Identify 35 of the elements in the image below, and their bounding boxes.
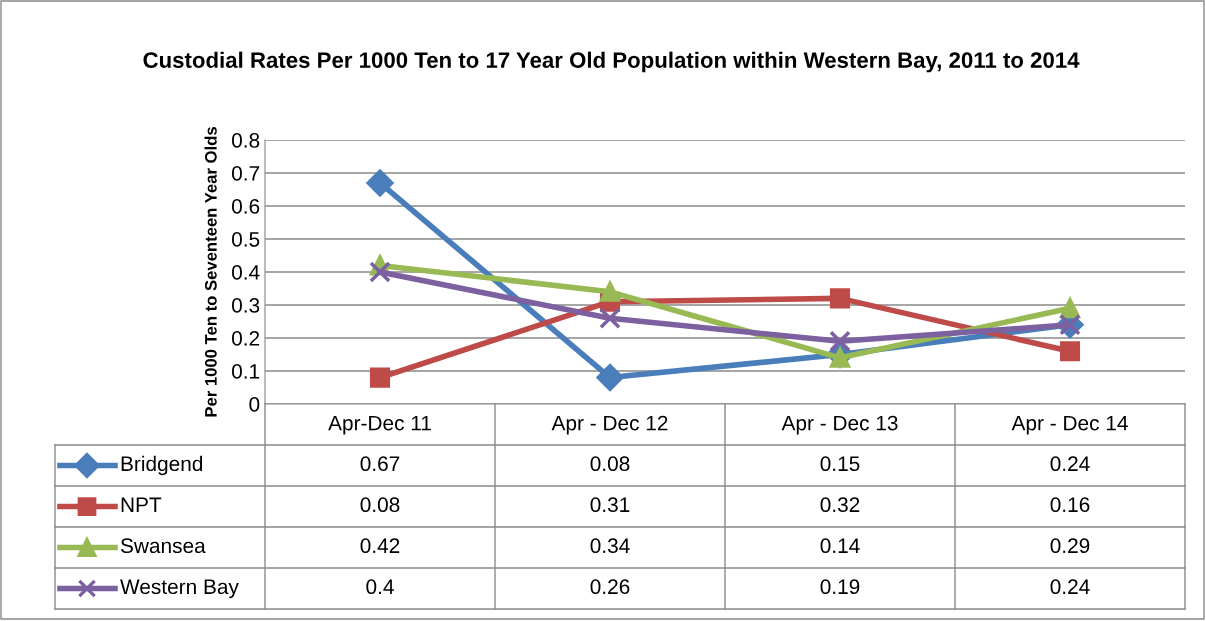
- y-tick-label: 0: [249, 397, 260, 412]
- data-label: 0.31: [590, 497, 630, 513]
- y-tick-label: 0.6: [231, 199, 260, 214]
- data-label: 0.26: [590, 579, 630, 595]
- data-label: 0.42: [360, 538, 400, 554]
- x-tick-label: Apr-Dec 11: [328, 415, 431, 435]
- legend-label: Swansea: [120, 538, 206, 554]
- chart-title: Custodial Rates Per 1000 Ten to 17 Year Old Population within Western Bay, 2011 to 2014: [143, 51, 1080, 73]
- data-label: 0.24: [1050, 579, 1090, 595]
- data-label: 0.67: [360, 456, 400, 472]
- data-label: 0.15: [820, 456, 860, 472]
- data-label: 0.29: [1050, 538, 1090, 554]
- data-label: 0.08: [360, 497, 400, 513]
- legend-label: NPT: [121, 497, 162, 512]
- data-label: 0.16: [1050, 497, 1090, 513]
- x-tick-label: Apr - Dec 13: [781, 415, 898, 435]
- data-label: 0.32: [820, 497, 860, 513]
- y-tick-label: 0.4: [231, 265, 260, 280]
- y-tick-label: 0.1: [231, 364, 260, 379]
- data-label: 0.14: [820, 538, 860, 554]
- data-label: 0.34: [590, 538, 630, 554]
- y-tick-label: 0.8: [231, 133, 260, 148]
- data-label: 0.08: [590, 456, 630, 472]
- x-tick-label: Apr - Dec 12: [551, 415, 668, 435]
- legend-label: Bridgend: [121, 455, 203, 476]
- y-tick-label: 0.7: [231, 166, 260, 181]
- y-tick-label: 0.3: [231, 298, 260, 313]
- y-tick-label: 0.2: [231, 331, 260, 346]
- x-tick-label: Apr - Dec 14: [1011, 415, 1128, 435]
- data-label: 0.19: [820, 579, 860, 595]
- y-axis-title: Per 1000 Ten to Seventeen Year Olds: [204, 127, 217, 417]
- data-label: 0.24: [1050, 456, 1090, 472]
- y-tick-label: 0.5: [231, 232, 260, 247]
- legend-label: Western Bay: [120, 579, 239, 599]
- data-label: 0.4: [366, 579, 394, 595]
